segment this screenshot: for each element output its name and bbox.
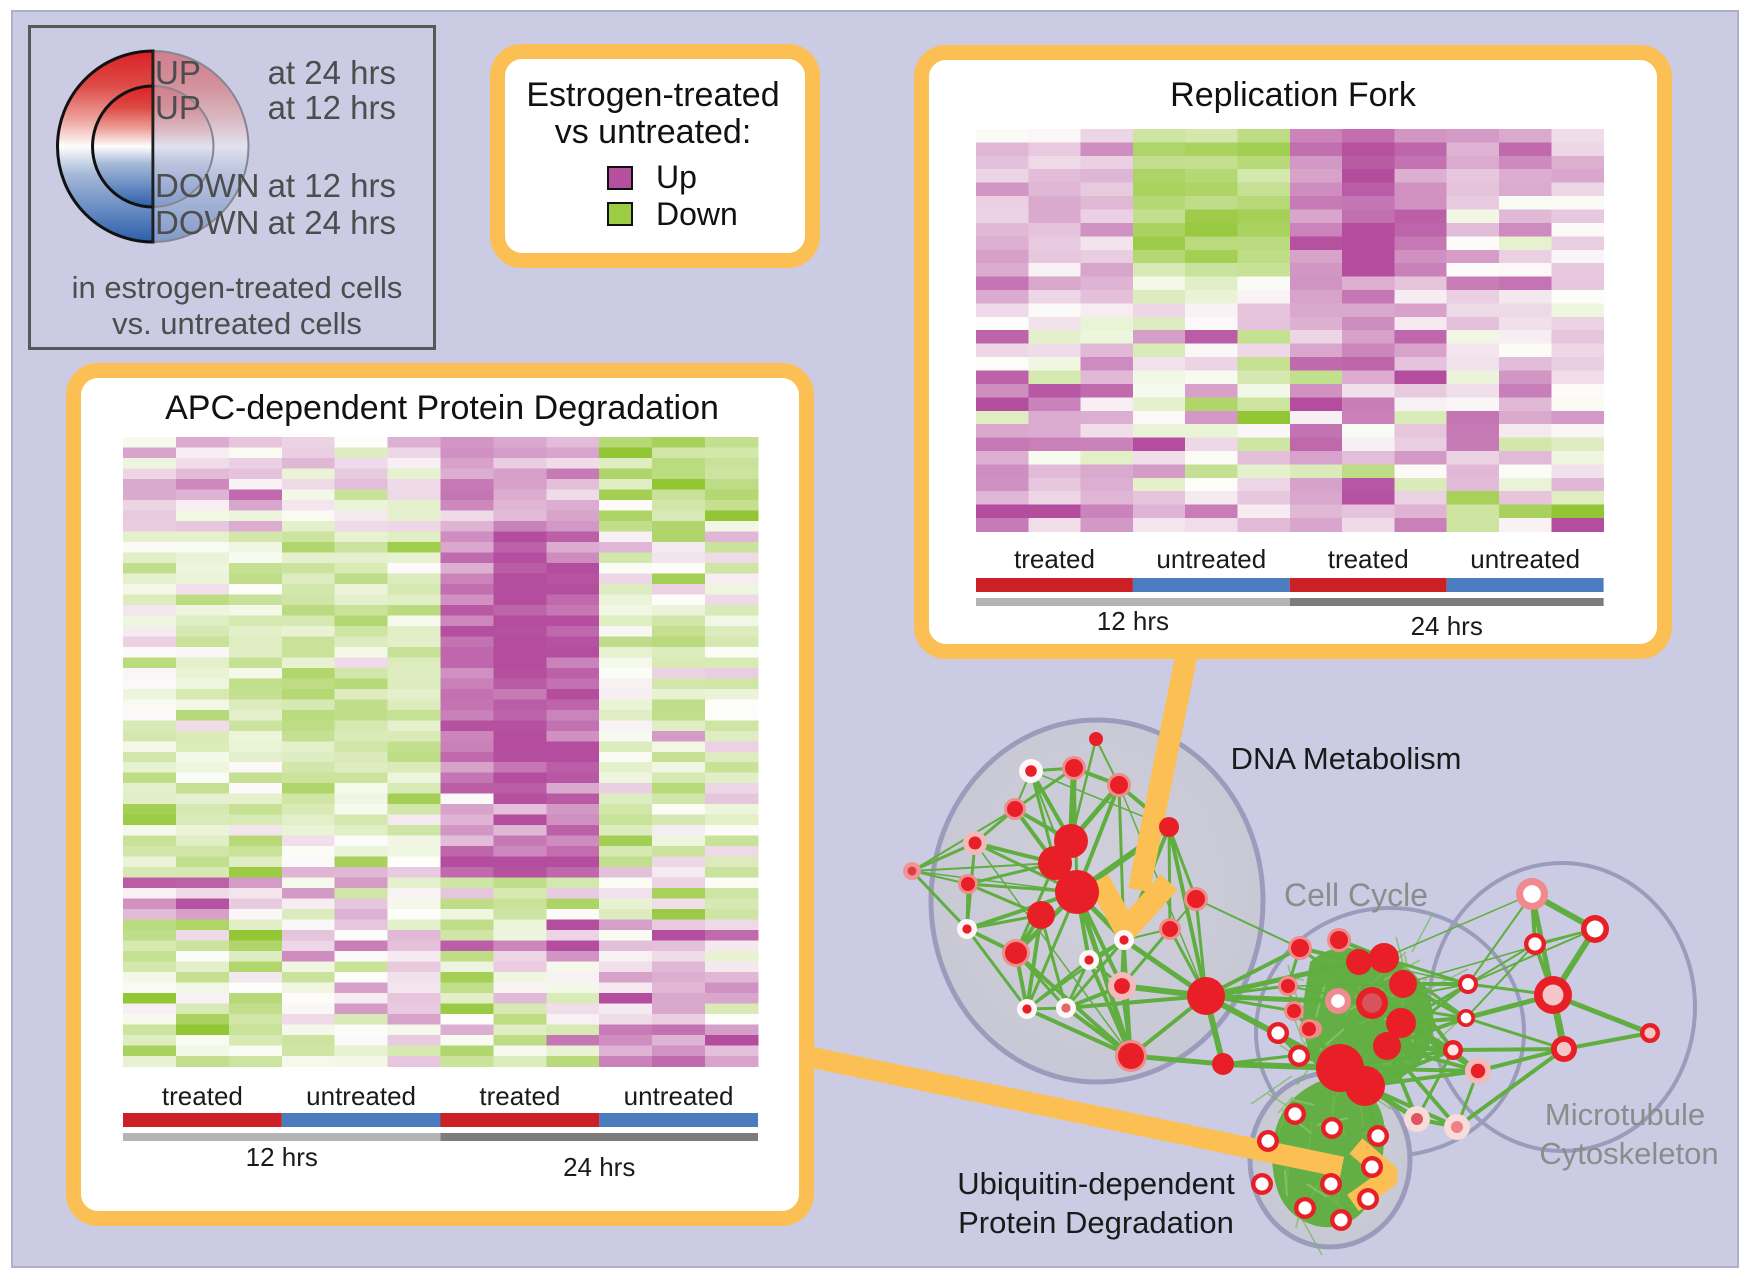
svg-text:vs. untreated cells: vs. untreated cells — [112, 306, 362, 341]
svg-text:24 hrs: 24 hrs — [1411, 611, 1483, 641]
svg-text:24 hrs: 24 hrs — [563, 1152, 635, 1182]
svg-text:DNA Metabolism: DNA Metabolism — [1231, 741, 1462, 776]
svg-text:treated: treated — [1328, 544, 1409, 574]
svg-text:untreated: untreated — [306, 1081, 416, 1111]
svg-text:at 12 hrs: at 12 hrs — [268, 89, 396, 126]
svg-text:treated: treated — [162, 1081, 243, 1111]
svg-text:vs untreated:: vs untreated: — [555, 113, 752, 151]
svg-text:Ubiquitin-dependent: Ubiquitin-dependent — [957, 1166, 1235, 1201]
svg-text:treated: treated — [479, 1081, 560, 1111]
svg-text:UP: UP — [155, 54, 201, 91]
svg-text:DOWN: DOWN — [155, 204, 259, 241]
svg-text:Cytoskeleton: Cytoskeleton — [1539, 1136, 1718, 1171]
svg-text:in estrogen-treated cells: in estrogen-treated cells — [72, 270, 403, 305]
svg-text:at 12 hrs: at 12 hrs — [268, 167, 396, 204]
svg-text:APC-dependent Protein Degradat: APC-dependent Protein Degradation — [165, 389, 719, 427]
svg-text:Estrogen-treated: Estrogen-treated — [526, 76, 779, 114]
svg-text:DOWN: DOWN — [155, 167, 259, 204]
svg-text:Down: Down — [656, 196, 738, 232]
svg-text:at 24 hrs: at 24 hrs — [268, 54, 396, 91]
svg-text:Microtubule: Microtubule — [1545, 1097, 1705, 1132]
svg-text:untreated: untreated — [624, 1081, 734, 1111]
svg-text:Replication Fork: Replication Fork — [1170, 76, 1417, 114]
svg-text:Up: Up — [656, 159, 697, 195]
svg-text:UP: UP — [155, 89, 201, 126]
svg-text:12 hrs: 12 hrs — [246, 1142, 318, 1172]
svg-text:at 24 hrs: at 24 hrs — [268, 204, 396, 241]
svg-text:treated: treated — [1014, 544, 1095, 574]
svg-text:Protein Degradation: Protein Degradation — [958, 1205, 1234, 1240]
svg-text:Cell Cycle: Cell Cycle — [1284, 877, 1428, 913]
svg-text:12 hrs: 12 hrs — [1097, 606, 1169, 636]
svg-text:untreated: untreated — [1470, 544, 1580, 574]
svg-text:untreated: untreated — [1156, 544, 1266, 574]
